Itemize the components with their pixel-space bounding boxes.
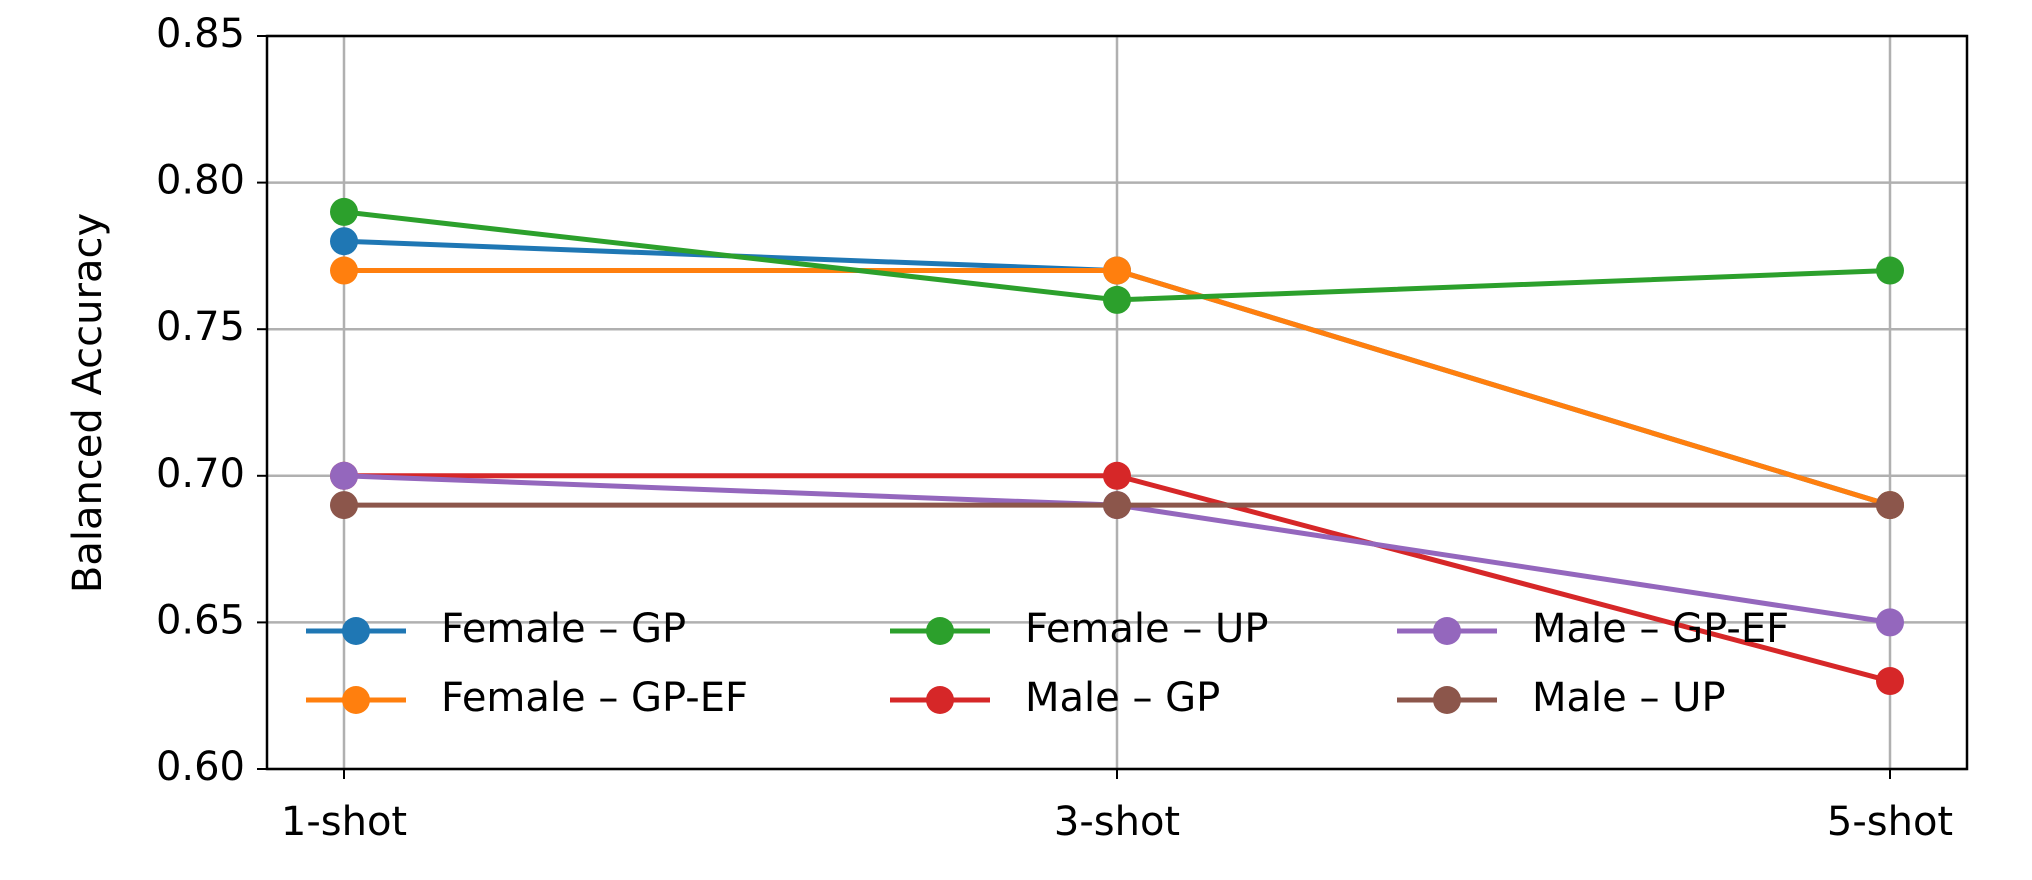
point <box>1103 491 1131 520</box>
point <box>1876 608 1904 637</box>
point <box>1103 461 1131 490</box>
point <box>1876 256 1904 285</box>
x-tick-label: 1-shot <box>281 799 407 845</box>
point <box>1876 491 1904 520</box>
plot-frame <box>265 34 1969 771</box>
y-tick-label: 0.80 <box>156 158 245 204</box>
legend-label: Male – GP-EF <box>1532 606 1789 652</box>
y-tick-label: 0.60 <box>156 744 245 790</box>
point <box>1103 285 1131 314</box>
point <box>1103 256 1131 285</box>
point <box>330 491 358 520</box>
legend-marker <box>342 686 370 714</box>
legend-marker <box>342 617 370 645</box>
x-tick-label: 5-shot <box>1827 799 1953 845</box>
point <box>330 197 358 226</box>
legend-marker <box>926 617 954 645</box>
point <box>330 227 358 256</box>
y-tick-label: 0.65 <box>156 597 245 643</box>
legend-marker <box>926 686 954 714</box>
point <box>330 461 358 490</box>
legend-marker <box>1433 686 1461 714</box>
point <box>1876 667 1904 696</box>
legend-label: Male – GP <box>1025 675 1220 721</box>
y-axis-label: Balanced Accuracy <box>65 213 111 593</box>
legend-label: Female – GP-EF <box>441 675 748 721</box>
x-tick-label: 3-shot <box>1054 799 1180 845</box>
legend-marker <box>1433 617 1461 645</box>
y-tick-label: 0.85 <box>156 11 245 57</box>
y-tick-label: 0.70 <box>156 451 245 497</box>
y-tick-label: 0.75 <box>156 304 245 350</box>
legend-label: Female – UP <box>1025 606 1268 652</box>
legend-label: Female – GP <box>441 606 686 652</box>
point <box>330 256 358 285</box>
legend-label: Male – UP <box>1532 675 1726 721</box>
